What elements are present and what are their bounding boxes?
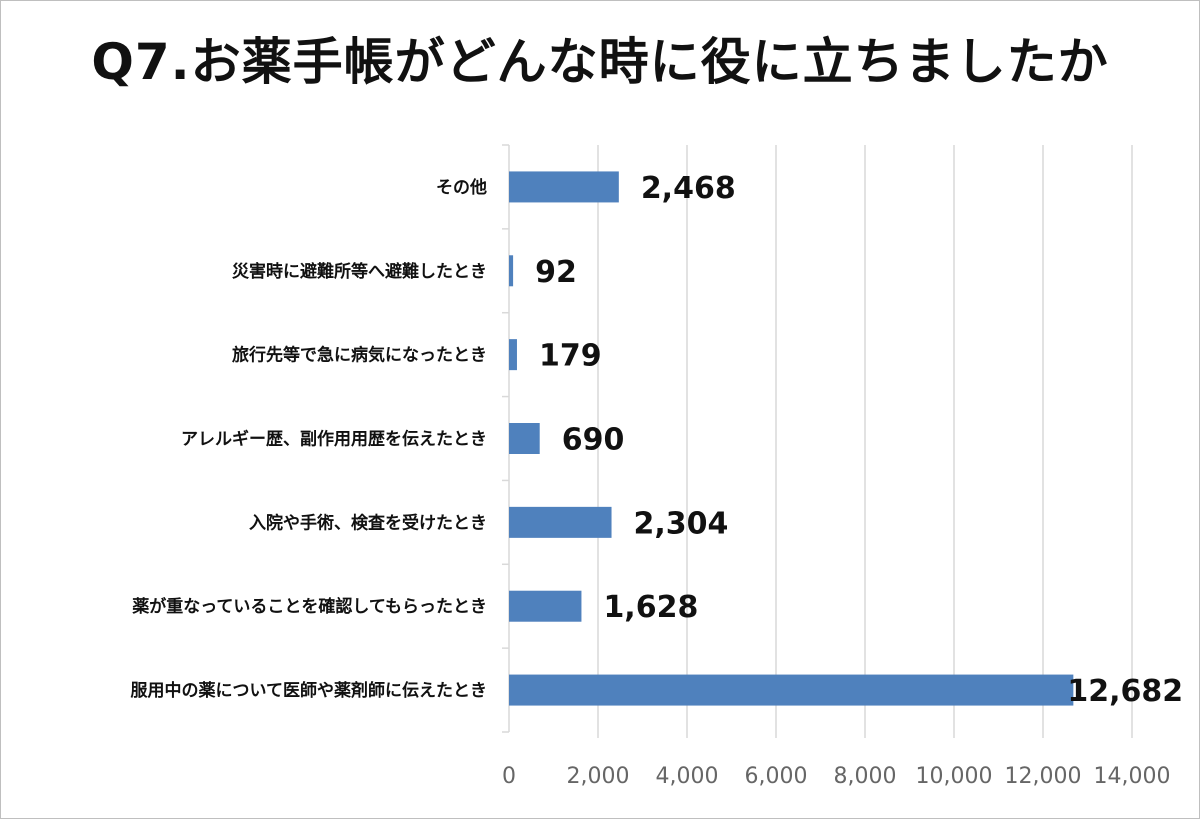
- gridlines: [502, 144, 1133, 738]
- data-label-2: 179: [539, 339, 602, 374]
- bar-0: [509, 171, 619, 203]
- bar-2: [509, 339, 517, 371]
- bar-3: [509, 423, 540, 454]
- data-label-6: 12,682: [1067, 674, 1183, 709]
- category-labels: その他災害時に避難所等へ避難したとき旅行先等で急に病気になったときアレルギー歴、…: [131, 177, 488, 701]
- x-tick-label-7: 14,000: [1094, 764, 1171, 789]
- x-tick-label-3: 6,000: [745, 764, 808, 789]
- category-label-1: 災害時に避難所等へ避難したとき: [232, 261, 487, 282]
- bar-6: [509, 674, 1074, 706]
- category-label-4: 入院や手術、検査を受けたとき: [249, 512, 487, 533]
- x-tick-label-4: 8,000: [834, 764, 897, 789]
- category-label-3: アレルギー歴、副作用用歴を伝えたとき: [181, 429, 487, 450]
- chart-title: Q7.お薬手帳がどんな時に役に立ちましたか: [91, 33, 1109, 91]
- bar-1: [509, 255, 514, 287]
- category-label-6: 服用中の薬について医師や薬剤師に伝えたとき: [131, 680, 488, 701]
- data-label-5: 1,628: [603, 590, 698, 625]
- x-tick-label-2: 4,000: [656, 764, 719, 789]
- x-tick-label-5: 10,000: [916, 764, 993, 789]
- data-labels: 2,468 92 179 690 2,304 1,628 12,682: [535, 171, 1183, 709]
- data-label-0: 2,468: [641, 171, 736, 206]
- bars: [509, 171, 1074, 706]
- bar-4: [509, 506, 612, 538]
- data-label-4: 2,304: [634, 506, 729, 541]
- category-label-2: 旅行先等で急に病気になったとき: [232, 345, 487, 366]
- category-label-0: その他: [436, 177, 487, 198]
- x-tick-labels: 0 2,000 4,000 6,000 8,000 10,000 12,000 14,000: [502, 764, 1170, 789]
- x-tick-label-6: 12,000: [1005, 764, 1082, 789]
- x-tick-label-1: 2,000: [567, 764, 630, 789]
- x-tick-label-0: 0: [502, 764, 516, 789]
- category-label-5: 薬が重なっていることを確認してもらったとき: [132, 596, 487, 617]
- data-label-3: 690: [562, 423, 625, 458]
- data-label-1: 92: [535, 255, 577, 290]
- bar-5: [509, 590, 582, 622]
